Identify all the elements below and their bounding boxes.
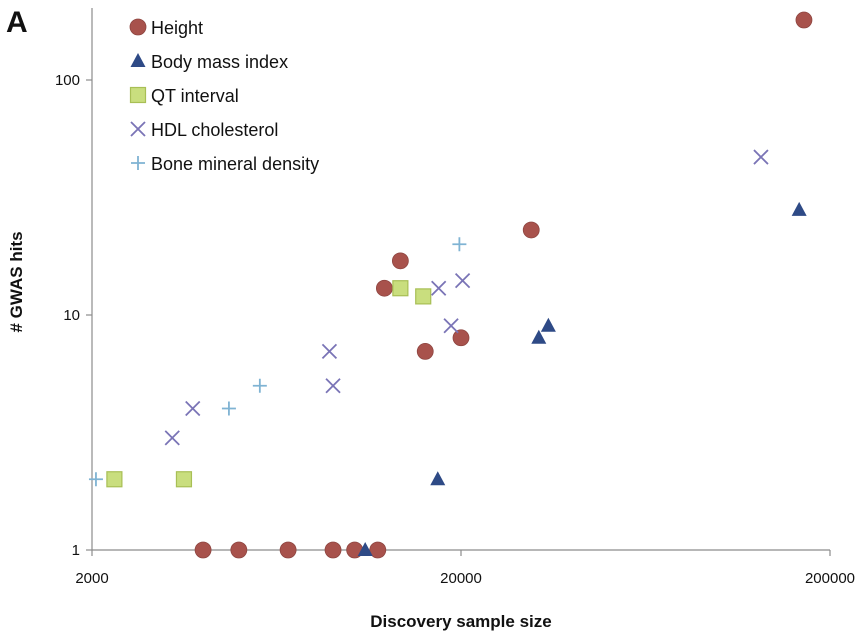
data-point <box>164 430 180 446</box>
series-height <box>194 11 813 559</box>
legend-label: HDL cholesterol <box>151 120 278 140</box>
data-point <box>795 11 813 29</box>
data-point <box>106 471 123 488</box>
data-point <box>540 317 556 332</box>
square-marker-icon <box>129 86 147 104</box>
data-point <box>452 329 470 347</box>
data-point <box>753 149 769 165</box>
legend-label: QT interval <box>151 86 239 106</box>
data-point <box>452 237 467 252</box>
x-tick-label: 20000 <box>440 570 482 587</box>
data-point <box>185 400 201 417</box>
data-point <box>375 279 393 297</box>
data-point <box>357 542 373 556</box>
data-point <box>443 318 459 334</box>
legend-label: Body mass index <box>151 52 288 72</box>
data-point <box>325 378 341 394</box>
x-axis-title: Discovery sample size <box>370 612 551 631</box>
series-hdl-cholesterol <box>164 149 769 446</box>
data-point <box>416 343 434 360</box>
legend-item: Body mass index <box>130 52 288 72</box>
data-point <box>369 541 387 559</box>
data-point <box>194 541 212 559</box>
data-point <box>230 541 248 559</box>
y-tick-label: 1 <box>72 542 80 559</box>
legend-item: Height <box>129 18 203 38</box>
series-qt-interval <box>106 280 432 488</box>
legend: Height Body mass index QT interval HDL chol… <box>129 18 319 174</box>
data-point <box>415 288 432 305</box>
data-point <box>324 541 342 559</box>
data-points <box>88 11 813 559</box>
data-point <box>88 472 103 487</box>
data-point <box>392 280 409 297</box>
x-tick-label: 2000 <box>75 570 108 587</box>
y-tick-label: 10 <box>63 307 80 324</box>
legend-item: QT interval <box>129 86 239 106</box>
plus-marker-icon <box>131 156 145 170</box>
legend-item: Bone mineral density <box>131 154 319 174</box>
data-point <box>221 401 236 416</box>
data-point <box>252 378 267 393</box>
data-point <box>454 273 471 289</box>
series-body-mass-index <box>357 201 807 556</box>
legend-label: Height <box>151 18 203 38</box>
panel-label: A <box>6 6 28 39</box>
data-point <box>321 343 338 360</box>
data-point <box>522 221 540 239</box>
x-marker-icon <box>130 121 146 137</box>
triangle-marker-icon <box>130 53 146 67</box>
data-point <box>391 252 409 270</box>
legend-item: HDL cholesterol <box>130 120 278 140</box>
data-point <box>175 471 193 488</box>
data-point <box>430 471 446 486</box>
x-tick-label: 200000 <box>805 570 855 587</box>
data-point <box>431 280 447 296</box>
y-tick-label: 100 <box>55 72 80 89</box>
circle-marker-icon <box>129 18 147 36</box>
series-bone-mineral-density <box>88 237 467 487</box>
axis-ticks: 2000 20000 200000 1 10 100 <box>55 72 855 587</box>
legend-label: Bone mineral density <box>151 154 319 174</box>
data-point <box>791 201 807 216</box>
y-axis-title: # GWAS hits <box>7 231 26 332</box>
data-point <box>279 541 297 559</box>
data-point <box>531 329 547 344</box>
